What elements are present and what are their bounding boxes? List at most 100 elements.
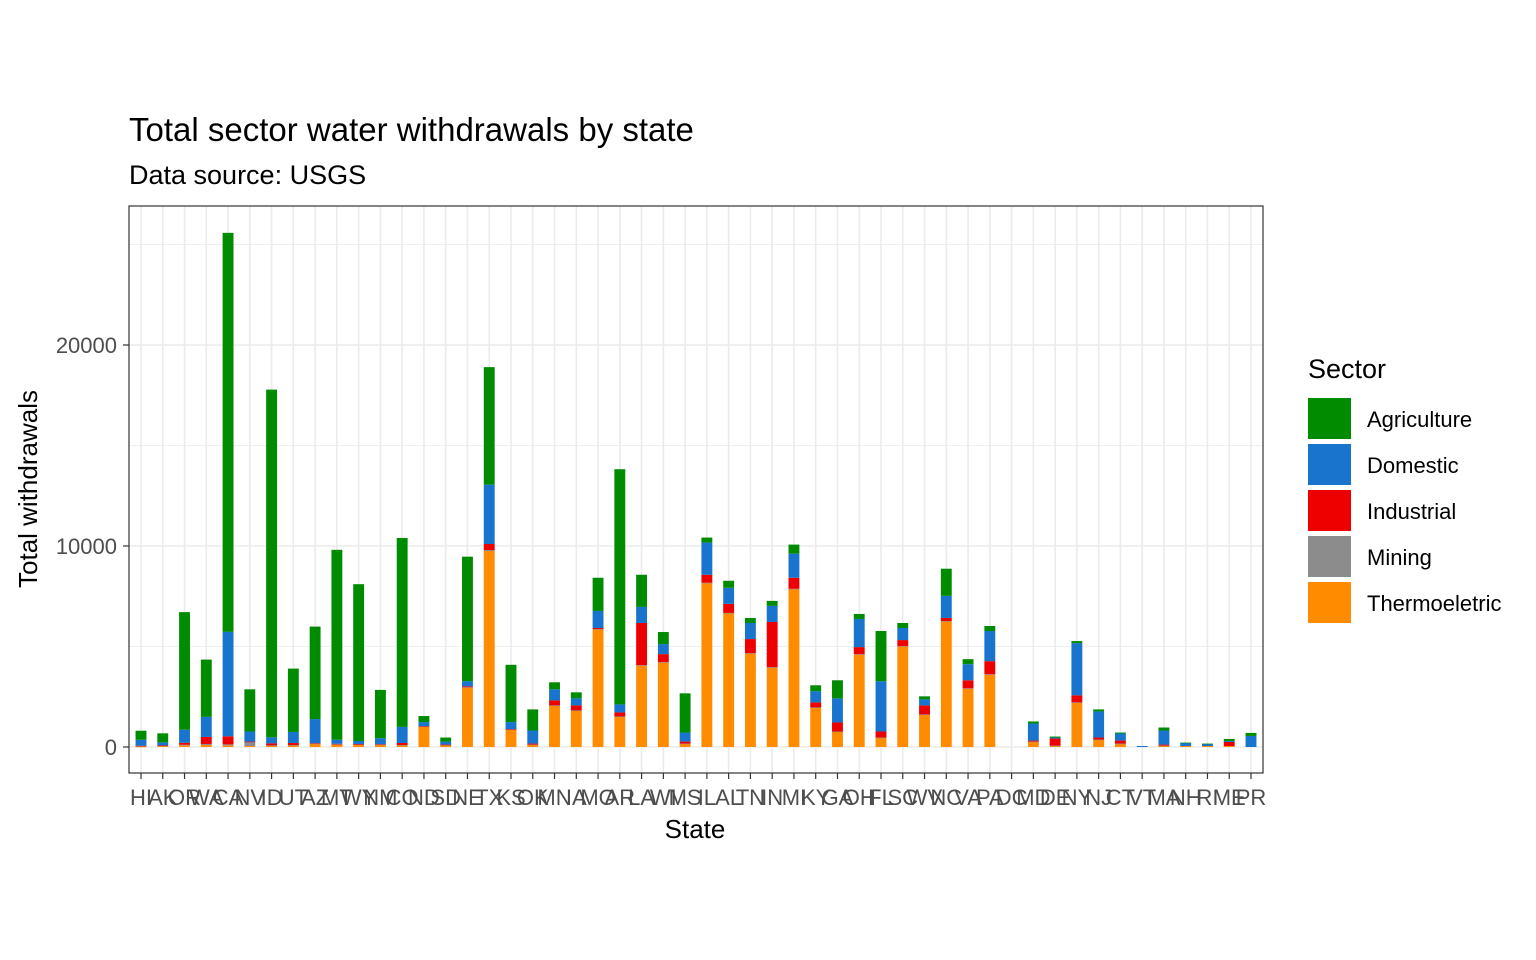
bar-segment-mining-ms [679, 743, 691, 745]
x-tick-label-fl: FL [868, 785, 894, 810]
bar-segment-domestic-ne [462, 681, 473, 687]
bar-segment-mining-fl [875, 737, 887, 739]
bar-segment-agriculture-sd [440, 737, 452, 742]
bar-segment-thermoeletric-ks [505, 729, 517, 747]
bar-segment-agriculture-wv [919, 696, 930, 700]
plot-panel-border [128, 205, 1264, 774]
bar-segment-industrial-ks [505, 729, 517, 730]
bar-segment-domestic-nv [244, 731, 256, 742]
bar-segment-thermoeletric-sc [897, 646, 909, 747]
bar-segment-domestic-ar [614, 704, 626, 713]
bar-segment-industrial-fl [875, 731, 887, 738]
bar-segment-agriculture-ky [810, 685, 822, 692]
bar-segment-industrial-mn [549, 700, 560, 706]
bar-segment-industrial-ok [527, 743, 539, 745]
x-tick-label-ma: MA [1147, 785, 1180, 810]
bar-segment-agriculture-al [723, 580, 735, 588]
bar-segment-mining-ne [462, 687, 473, 688]
legend-key-domestic [1308, 444, 1351, 485]
bar-segment-mining-ky [810, 707, 822, 708]
bar-segment-industrial-tx [483, 543, 495, 551]
bar-segment-agriculture-mt [331, 549, 343, 740]
bar-segment-agriculture-wa [200, 659, 212, 717]
x-tick-label-pa: PA [976, 785, 1004, 810]
x-tick-label-mo: MO [580, 785, 615, 810]
bar-segment-domestic-ok [527, 730, 539, 744]
bar-segment-agriculture-nv [244, 689, 256, 732]
bar-segment-agriculture-ca [222, 232, 234, 632]
bar-segment-domestic-mi [788, 553, 800, 578]
bar-segment-thermoeletric-mi [788, 589, 800, 747]
x-tick-label-il: IL [698, 785, 716, 810]
bar-segment-mining-de [1049, 745, 1061, 747]
x-tick-label-ok: OK [517, 785, 549, 810]
bar-segment-agriculture-ak [157, 733, 169, 743]
bar-segment-agriculture-ms [679, 693, 691, 733]
bar-segment-domestic-mn [549, 689, 560, 701]
bar-segment-industrial-wv [919, 705, 930, 715]
bar-segment-thermoeletric-ga [832, 731, 843, 747]
bar-segment-mining-mn [549, 705, 560, 706]
bar-segment-agriculture-ri [1202, 743, 1213, 745]
bar-segment-thermoeletric-al [723, 613, 735, 747]
bar-segment-domestic-ms [679, 732, 691, 742]
bar-segment-industrial-ar [614, 712, 626, 717]
legend-label-agriculture: Agriculture [1367, 407, 1472, 432]
bar-segment-industrial-va [962, 680, 974, 689]
legend-label-thermoeletric: Thermoeletric [1367, 591, 1501, 616]
bar-segment-industrial-oh [853, 647, 865, 655]
x-tick-label-vt: VT [1128, 785, 1156, 810]
bar-segment-mining-ok [527, 744, 539, 746]
bar-segment-agriculture-wy [353, 584, 365, 741]
bar-segment-domestic-al [723, 587, 735, 604]
legend-title: Sector [1308, 354, 1386, 384]
bar-segment-domestic-ks [505, 722, 517, 730]
x-tick-label-md: MD [1016, 785, 1050, 810]
bar-segment-domestic-hi [135, 739, 147, 746]
bar-segment-domestic-pr [1245, 735, 1257, 747]
bar-segment-domestic-or [179, 729, 190, 743]
bar-segment-thermoeletric-or [179, 745, 190, 747]
bar-segment-domestic-pa [984, 631, 996, 662]
bar-segment-thermoeletric-ny [1071, 702, 1083, 747]
bar-segment-industrial-mo [592, 628, 604, 630]
bar-segment-domestic-tn [744, 622, 756, 640]
bar-segment-mining-va [962, 688, 974, 689]
bar-segment-industrial-nm [374, 744, 386, 745]
bar-segment-mining-al [723, 612, 735, 614]
bar-segment-agriculture-az [309, 626, 321, 720]
bar-segment-thermoeletric-ct [1114, 743, 1126, 747]
bar-segment-thermoeletric-wa [200, 744, 212, 747]
bar-segment-domestic-ri [1202, 743, 1213, 746]
bar-segment-mining-la [636, 665, 648, 666]
x-tick-label-tn: TN [736, 785, 765, 810]
bar-segment-domestic-md [1027, 723, 1039, 741]
bar-segment-industrial-la [636, 622, 648, 666]
bar-segment-mining-il [701, 582, 713, 584]
bar-segment-mining-wy [353, 744, 365, 745]
bar-segment-industrial-ky [810, 702, 822, 708]
bar-segment-thermoeletric-tn [744, 653, 756, 747]
bar-segment-agriculture-oh [853, 613, 865, 619]
y-axis-title: Total withdrawals [13, 390, 43, 588]
bar-segment-thermoeletric-ia [570, 710, 582, 747]
x-tick-label-oh: OH [843, 785, 876, 810]
bar-segment-domestic-oh [853, 618, 865, 648]
bar-segment-thermoeletric-ms [679, 743, 691, 747]
x-tick-label-nd: ND [408, 785, 440, 810]
bar-segment-domestic-vt [1136, 746, 1148, 747]
bar-segment-agriculture-nj [1093, 709, 1105, 712]
bar-segment-thermoeletric-ar [614, 716, 626, 747]
bar-segment-domestic-nm [374, 738, 386, 745]
bar-segment-industrial-ny [1071, 695, 1083, 703]
bar-segment-agriculture-mo [592, 577, 604, 611]
grid-lines [129, 206, 1263, 773]
bar-segment-mining-sd [440, 744, 452, 746]
bar-segment-industrial-nc [940, 617, 952, 621]
bar-segment-domestic-sd [440, 741, 452, 745]
bar-segment-agriculture-hi [135, 730, 147, 740]
legend-label-mining: Mining [1367, 545, 1432, 570]
bar-segment-mining-nd [418, 726, 430, 728]
bar-segment-thermoeletric-de [1049, 746, 1061, 747]
bar-segment-domestic-nd [418, 722, 430, 727]
